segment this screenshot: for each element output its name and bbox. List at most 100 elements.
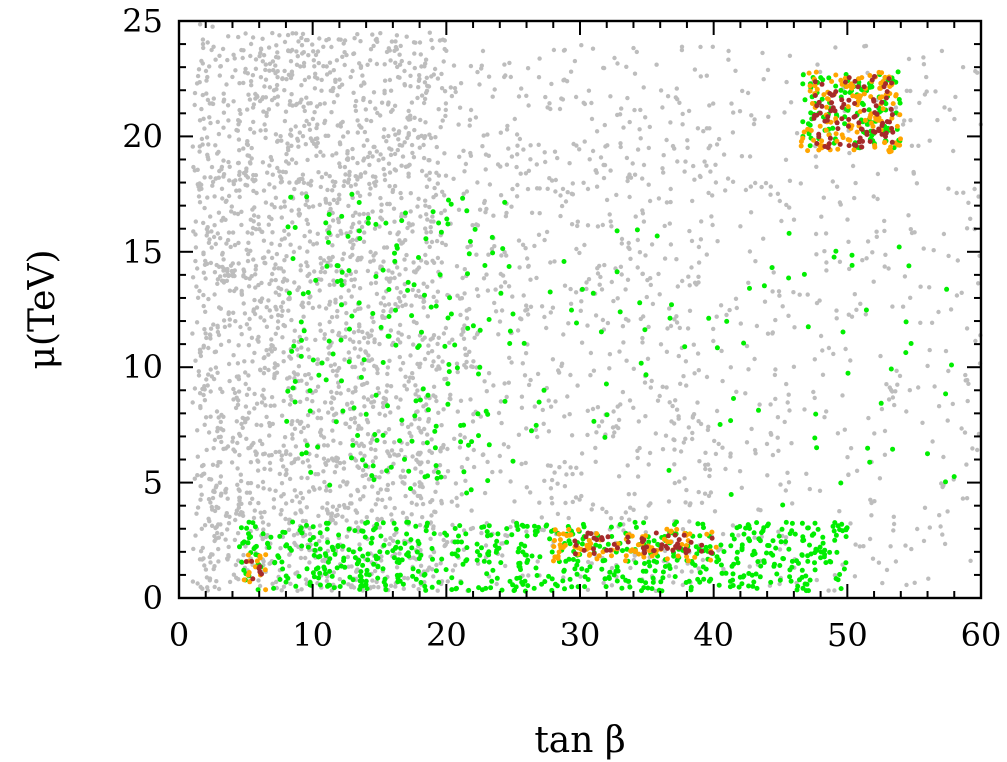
data-point <box>256 282 261 288</box>
data-point <box>833 83 839 89</box>
data-point <box>349 294 354 299</box>
data-point <box>253 272 258 277</box>
data-point <box>216 535 221 540</box>
data-point <box>683 500 688 505</box>
data-point <box>426 343 431 348</box>
data-point <box>649 242 655 247</box>
data-point <box>575 219 580 224</box>
data-point <box>665 94 671 99</box>
data-point <box>411 155 417 160</box>
data-point <box>438 474 444 480</box>
data-point <box>272 375 277 381</box>
data-point <box>890 129 896 135</box>
data-point <box>764 523 770 529</box>
data-point <box>365 62 370 67</box>
data-point <box>253 285 258 290</box>
data-point <box>754 585 760 591</box>
data-point <box>259 423 264 428</box>
data-point <box>196 369 201 374</box>
data-point <box>321 443 327 448</box>
data-point <box>647 450 653 456</box>
data-point <box>421 281 426 286</box>
data-point <box>235 160 241 166</box>
data-point <box>432 185 437 191</box>
data-point <box>353 269 359 274</box>
data-point <box>211 234 217 240</box>
data-point <box>462 435 467 440</box>
data-point <box>346 350 351 355</box>
data-point <box>889 80 895 86</box>
data-point <box>551 544 557 550</box>
data-point <box>823 560 829 566</box>
data-point <box>817 544 823 550</box>
data-point <box>330 351 336 357</box>
data-point <box>200 92 205 98</box>
data-point <box>452 551 458 557</box>
data-point <box>771 563 777 569</box>
data-point <box>539 515 544 520</box>
data-point <box>574 143 579 148</box>
data-point <box>422 96 428 102</box>
data-point <box>781 556 786 562</box>
data-point <box>699 219 704 224</box>
data-point <box>520 242 526 247</box>
data-point <box>203 567 209 572</box>
data-point <box>192 386 198 391</box>
data-point <box>254 190 259 196</box>
data-point <box>890 395 896 400</box>
data-point <box>897 373 903 379</box>
data-point <box>216 264 222 269</box>
data-point <box>747 249 753 254</box>
data-point <box>562 414 567 419</box>
data-point <box>375 575 381 581</box>
data-point <box>650 579 656 585</box>
data-point <box>292 426 298 431</box>
data-point <box>337 484 343 489</box>
data-point <box>348 74 353 80</box>
data-point <box>695 126 701 131</box>
data-point <box>433 303 439 309</box>
data-point <box>572 566 578 572</box>
data-point <box>863 307 869 313</box>
data-point <box>585 223 591 228</box>
data-point <box>852 78 858 84</box>
data-point <box>410 454 415 459</box>
data-point <box>891 514 896 519</box>
data-point <box>519 405 525 410</box>
data-point <box>360 468 366 473</box>
data-point <box>392 505 397 511</box>
data-point <box>647 124 652 130</box>
data-point <box>690 198 695 204</box>
data-point <box>333 297 338 302</box>
data-point <box>677 479 682 484</box>
data-point <box>313 566 319 572</box>
data-point <box>865 445 871 451</box>
data-point <box>563 558 569 564</box>
data-point <box>392 183 398 189</box>
data-point <box>206 157 211 162</box>
data-point <box>222 324 228 330</box>
data-point <box>585 323 590 328</box>
data-point <box>260 520 266 525</box>
data-point <box>287 99 293 104</box>
data-point <box>390 538 396 543</box>
data-point <box>324 263 330 269</box>
data-point <box>657 393 662 399</box>
data-point <box>775 191 781 196</box>
data-point <box>339 269 345 275</box>
data-point <box>441 59 446 64</box>
data-point <box>300 31 306 37</box>
data-point <box>369 508 374 513</box>
data-point <box>409 545 415 551</box>
data-point <box>955 258 960 263</box>
data-point <box>321 44 326 49</box>
data-point <box>368 333 374 338</box>
data-point <box>417 462 423 467</box>
data-point <box>562 459 567 465</box>
data-point <box>387 496 393 501</box>
data-point <box>416 587 421 592</box>
data-point <box>428 536 433 541</box>
data-point <box>443 173 449 178</box>
data-point <box>424 260 430 266</box>
data-point <box>393 307 398 313</box>
